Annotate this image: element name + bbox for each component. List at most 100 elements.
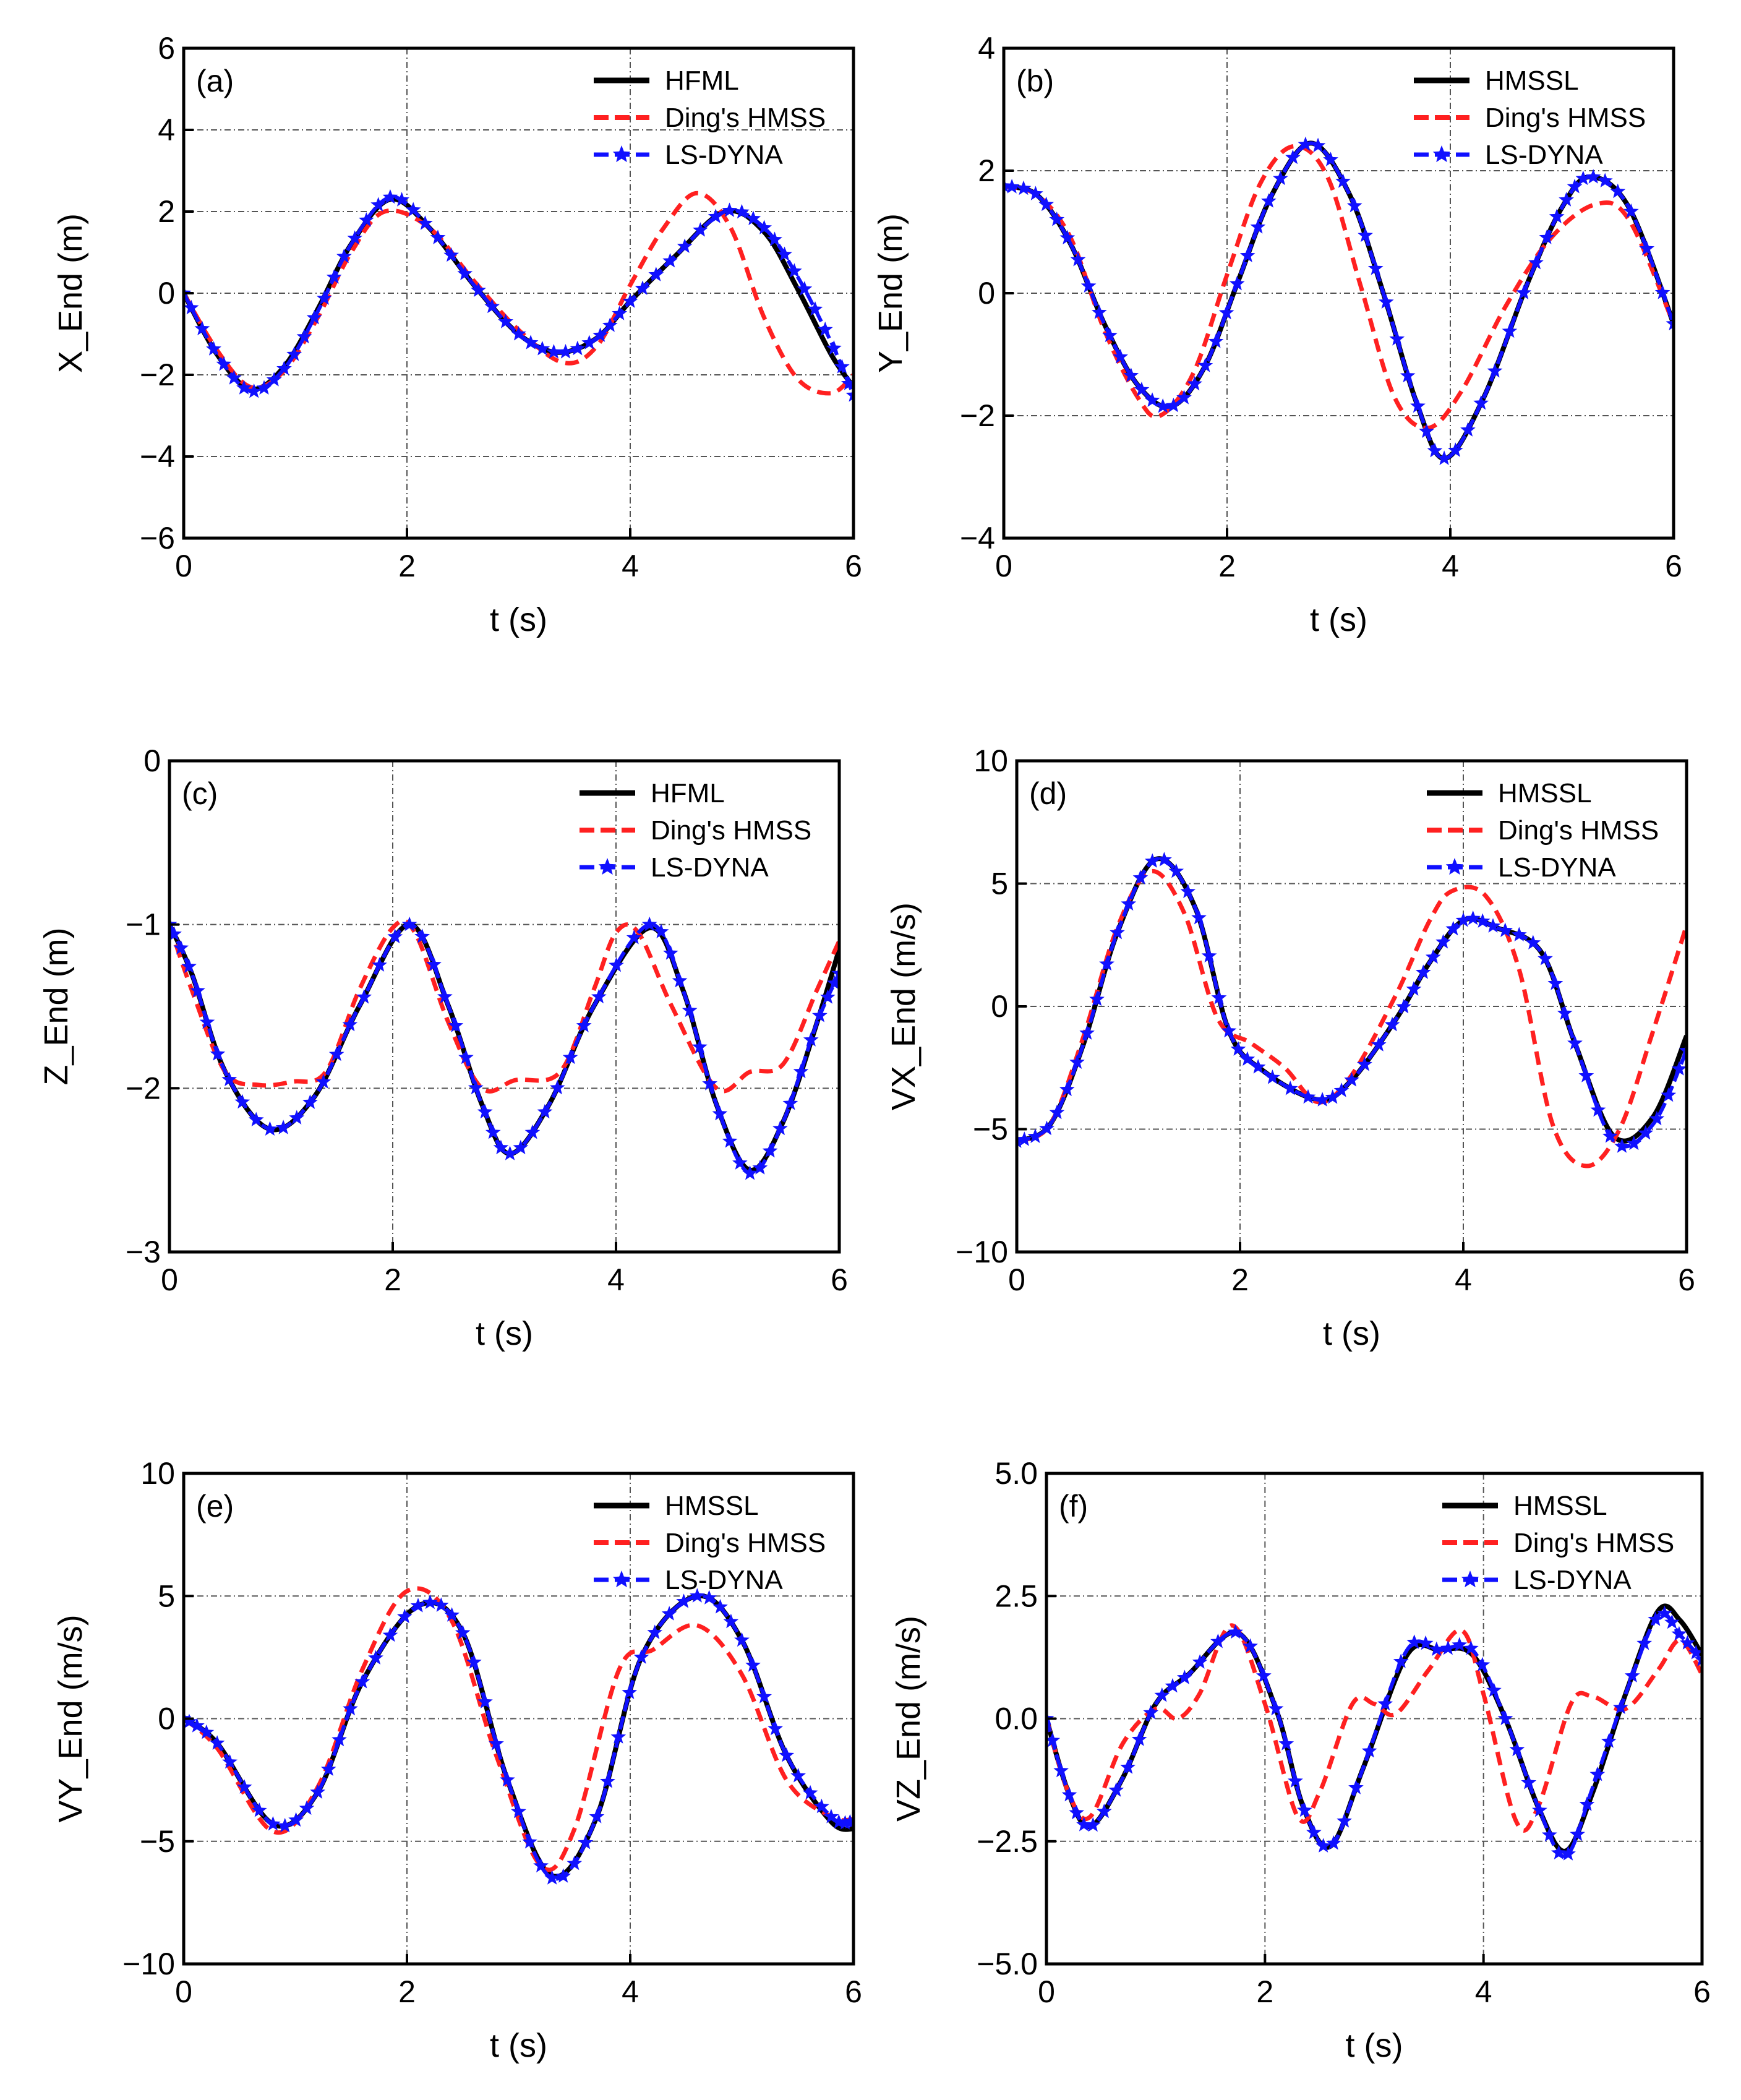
series-marker-star [1298, 136, 1314, 152]
series-marker-star [802, 1785, 818, 1800]
chart-panel-c: 0 2 4 6 −3 −2 −1 0 t (s) Z_End (m) (c) HFML Ding's H… [38, 744, 848, 1352]
series-marker-star [430, 229, 446, 244]
series-marker-star [1626, 1135, 1642, 1151]
series-marker-star [722, 202, 737, 217]
series-marker-star [1664, 1614, 1680, 1629]
series-marker-star [1357, 1056, 1372, 1071]
series-marker-star [236, 380, 252, 395]
chart-panel-b: 0 2 4 6 −4 −2 0 2 4 t (s) Y_End (m) (b) HMSSL Ding's … [872, 31, 1682, 638]
x-tick-label: 6 [1665, 549, 1682, 583]
legend-marker-star [612, 1571, 631, 1588]
series-line-ref [169, 922, 839, 1173]
series-marker-star [693, 222, 708, 237]
series-marker-star [248, 1112, 264, 1126]
series-marker-star [354, 1674, 370, 1689]
series-marker-star [1612, 1699, 1628, 1715]
series-marker-star [633, 1649, 649, 1664]
series-marker-star [1059, 229, 1076, 245]
series-marker-star [493, 1139, 509, 1155]
series-marker-star [1688, 1645, 1702, 1660]
series-marker-star [1210, 1633, 1226, 1648]
series-marker-star [500, 1772, 515, 1787]
series-marker-star [1201, 948, 1217, 962]
series-marker-star [1134, 382, 1150, 396]
series-marker-star [1549, 208, 1565, 223]
series-marker-star [184, 299, 199, 315]
series-marker-star [1528, 254, 1544, 270]
series-marker-star [1589, 1766, 1606, 1781]
series-marker-star [1666, 315, 1674, 330]
series-group [1046, 1603, 1702, 1861]
series-marker-star [1445, 920, 1461, 936]
y-tick-label: 5 [991, 867, 1008, 901]
series-line-lsdyna [1017, 857, 1687, 1149]
series-marker-star [1208, 333, 1224, 348]
series-marker-star [1229, 275, 1245, 291]
series-marker-star [1487, 362, 1503, 378]
series-marker-star [1288, 1773, 1303, 1788]
series-marker-star [1016, 180, 1032, 195]
series-marker-star [277, 1817, 293, 1833]
series-marker-star [265, 1816, 281, 1831]
series-marker-star [534, 341, 550, 356]
series-marker-star [513, 1139, 529, 1155]
series-marker-star [558, 344, 573, 359]
series-marker-star [206, 341, 221, 356]
series-group [169, 916, 839, 1180]
series-marker-star [1532, 1802, 1547, 1817]
chart-panel-e: 0 2 4 6 −10 −5 0 5 10 t (s) VY_End (m/s) (e) HMSSL Di… [52, 1456, 862, 2064]
series-marker-star [1261, 193, 1277, 208]
legend: HMSSL Ding's HMSS LS-DYNA [1414, 66, 1646, 170]
series-marker-star [600, 1773, 615, 1788]
series-marker-star [1671, 1626, 1687, 1641]
x-tick-label: 4 [622, 1974, 639, 2009]
y-tick-label: 0 [978, 276, 995, 311]
series-marker-star [1297, 1802, 1312, 1817]
series-marker-star [723, 1613, 739, 1629]
panel-label: (c) [182, 776, 218, 811]
y-tick-label: −6 [140, 521, 175, 555]
legend-label: Ding's HMSS [1513, 1528, 1674, 1558]
series-marker-star [173, 940, 189, 955]
y-axis-title: Z_End (m) [38, 927, 75, 1085]
series-marker-star [169, 926, 182, 941]
series-marker-star [471, 282, 486, 297]
series-marker-star [1039, 1120, 1054, 1136]
series-marker-star [443, 247, 459, 262]
legend-label: Ding's HMSS [1498, 815, 1659, 846]
y-tick-label: 2.5 [995, 1579, 1038, 1613]
series-marker-star [672, 972, 688, 988]
x-axis-title: t (s) [1346, 2027, 1403, 2064]
series-line-lsdyna [1046, 1611, 1702, 1858]
series-marker-star [1400, 367, 1416, 383]
series-line-lsdyna [184, 195, 853, 396]
series-marker-star [455, 1624, 471, 1640]
series-marker-star [812, 1008, 828, 1022]
series-marker-star [457, 265, 473, 280]
series-marker-star [772, 1120, 788, 1136]
series-marker-star [1076, 1817, 1092, 1832]
series-marker-star [1460, 422, 1476, 437]
series-marker-star [1273, 170, 1288, 186]
series-marker-star [394, 192, 409, 207]
y-tick-label: 5 [158, 1579, 175, 1613]
series-marker-star [426, 956, 442, 971]
legend-label: LS-DYNA [1513, 1565, 1632, 1595]
series-marker-star [663, 945, 678, 960]
series-marker-star [370, 197, 387, 212]
series-marker-star [1348, 1780, 1364, 1794]
y-tick-label: −2 [960, 398, 995, 433]
series-marker-star [814, 1798, 829, 1814]
series-marker-star [266, 372, 282, 387]
chart-panel-d: 0 2 4 6 −10 −5 0 5 10 t (s) VX_End (m/s) (d) HMSSL Di… [885, 744, 1695, 1352]
series-marker-star [1680, 1635, 1695, 1650]
series-marker-star [382, 189, 398, 204]
series-marker-star [286, 346, 302, 361]
x-tick-label: 6 [1678, 1262, 1695, 1297]
series-marker-star [1497, 922, 1513, 937]
series-marker-star [1559, 192, 1574, 207]
series-marker-star [1679, 1042, 1687, 1057]
series-marker-star [401, 916, 417, 932]
series-marker-star [1463, 1640, 1479, 1655]
